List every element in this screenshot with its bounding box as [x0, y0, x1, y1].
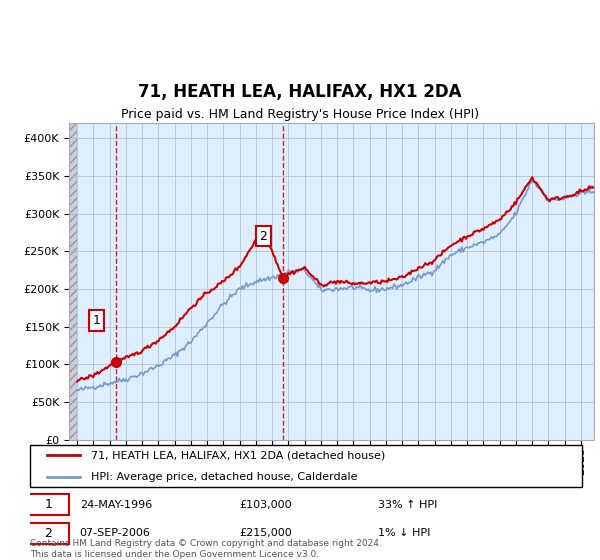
Text: 2: 2: [44, 527, 52, 540]
Text: £103,000: £103,000: [240, 500, 292, 510]
Text: 1: 1: [92, 314, 100, 327]
Text: 71, HEATH LEA, HALIFAX, HX1 2DA: 71, HEATH LEA, HALIFAX, HX1 2DA: [138, 83, 462, 101]
FancyBboxPatch shape: [27, 494, 68, 515]
Text: £215,000: £215,000: [240, 529, 293, 538]
FancyBboxPatch shape: [27, 523, 68, 544]
Text: 2: 2: [260, 230, 268, 242]
Text: 33% ↑ HPI: 33% ↑ HPI: [378, 500, 437, 510]
Text: 07-SEP-2006: 07-SEP-2006: [80, 529, 151, 538]
Bar: [69, 123, 77, 440]
Text: HPI: Average price, detached house, Calderdale: HPI: Average price, detached house, Cald…: [91, 472, 357, 482]
Text: 24-MAY-1996: 24-MAY-1996: [80, 500, 152, 510]
Text: 71, HEATH LEA, HALIFAX, HX1 2DA (detached house): 71, HEATH LEA, HALIFAX, HX1 2DA (detache…: [91, 450, 385, 460]
Text: Price paid vs. HM Land Registry's House Price Index (HPI): Price paid vs. HM Land Registry's House …: [121, 108, 479, 120]
Text: Contains HM Land Registry data © Crown copyright and database right 2024.
This d: Contains HM Land Registry data © Crown c…: [30, 539, 382, 559]
Text: 1% ↓ HPI: 1% ↓ HPI: [378, 529, 430, 538]
Text: 1: 1: [44, 498, 52, 511]
